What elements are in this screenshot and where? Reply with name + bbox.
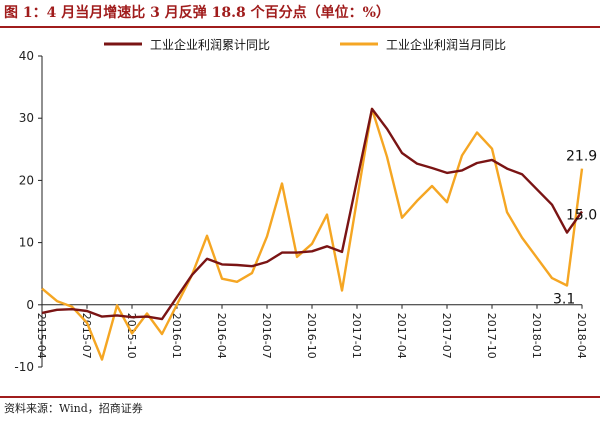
y-tick-label: 0 [26, 298, 34, 312]
y-tick-label: 30 [19, 111, 34, 125]
chart-axes: -10 0 10 20 30 40 2015-04 2015-07 2015-10 2016-01… [14, 49, 588, 374]
data-label: 3.1 [553, 292, 575, 308]
x-tick-label: 2018-01 [530, 313, 543, 359]
series-line-monthly [41, 107, 584, 361]
y-tick-label: -10 [14, 360, 34, 374]
y-tick-label: 40 [19, 49, 34, 63]
source-note: 资料来源：Wind，招商证券 [4, 402, 143, 415]
x-tick-label: 2015-04 [35, 313, 48, 359]
legend-label: 工业企业利润当月同比 [386, 37, 506, 52]
title-divider [0, 26, 600, 28]
x-tick-label: 2017-07 [440, 313, 453, 359]
x-tick-label: 2015-07 [80, 313, 93, 359]
data-label: 15.0 [566, 208, 597, 224]
x-tick-label: 2017-04 [395, 313, 408, 359]
chart-legend: 工业企业利润累计同比 工业企业利润当月同比 [104, 37, 506, 52]
footer-divider [0, 396, 600, 398]
chart-title: 图 1：4 月当月增速比 3 月反弹 18.8 个百分点（单位：%） [4, 5, 390, 21]
x-tick-label: 2016-04 [215, 313, 228, 359]
y-tick-label: 10 [19, 236, 34, 250]
x-tick-label: 2016-07 [260, 313, 273, 359]
series-line-cumulative [41, 107, 583, 321]
legend-label: 工业企业利润累计同比 [150, 37, 270, 52]
chart-series [41, 107, 584, 361]
chart-annotations: 21.9 15.0 3.1 [553, 149, 597, 308]
x-tick-label: 2018-04 [575, 313, 588, 359]
y-tick-label: 20 [19, 173, 34, 187]
data-label: 21.9 [566, 149, 597, 165]
x-tick-label: 2015-10 [125, 313, 138, 359]
x-tick-label: 2016-10 [305, 313, 318, 359]
x-tick-label: 2017-01 [350, 313, 363, 359]
x-tick-label: 2016-01 [170, 313, 183, 359]
x-tick-label: 2017-10 [485, 313, 498, 359]
